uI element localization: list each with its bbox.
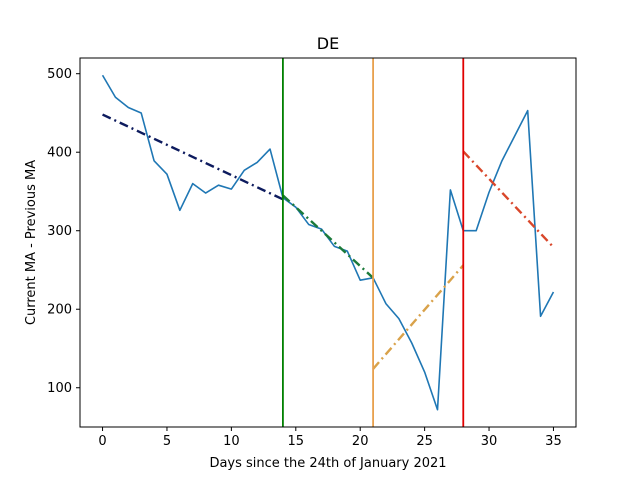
x-tick-label: 5: [163, 434, 171, 449]
x-tick-label: 15: [288, 434, 305, 449]
x-tick-label: 0: [98, 434, 106, 449]
y-axis-label: Current MA - Previous MA: [24, 160, 39, 325]
y-tick-label: 200: [47, 303, 72, 318]
y-tick-label: 500: [47, 67, 72, 82]
y-tick-label: 100: [47, 381, 72, 396]
x-tick-label: 10: [223, 434, 240, 449]
y-axis: 100 200 300 400 500: [47, 67, 80, 396]
trend-line-1: [282, 194, 374, 279]
chart-title: DE: [317, 34, 339, 53]
x-tick-label: 25: [416, 434, 433, 449]
trend-line-0: [102, 113, 284, 201]
y-tick-label: 400: [47, 146, 72, 161]
trend-line-3: [462, 150, 555, 249]
plot-frame: [79, 57, 577, 428]
x-tick-label: 35: [545, 434, 562, 449]
x-axis-label: Days since the 24th of January 2021: [209, 456, 446, 471]
trend-line-2: [372, 264, 465, 370]
x-axis: 0 5 10 15 20 25 30 35: [98, 427, 562, 449]
y-tick-label: 300: [47, 224, 72, 239]
x-tick-label: 30: [481, 434, 498, 449]
x-tick-label: 20: [352, 434, 369, 449]
